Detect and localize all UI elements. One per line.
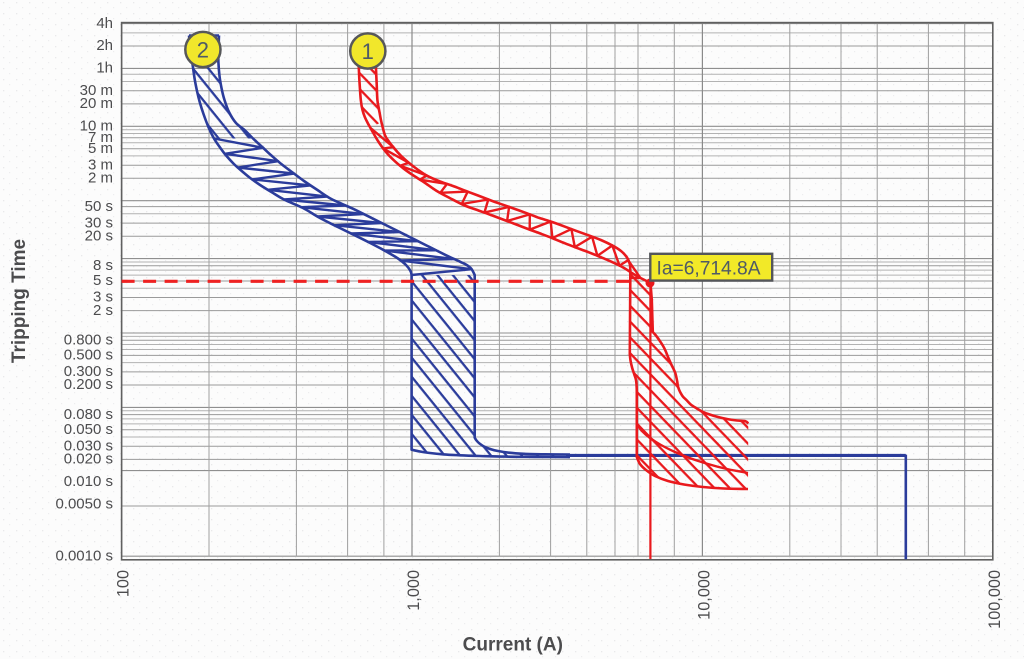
svg-text:100,000: 100,000 [986, 570, 1004, 629]
svg-text:Tripping Time: Tripping Time [9, 239, 30, 363]
svg-text:0.030 s: 0.030 s [64, 438, 113, 455]
svg-text:0.050 s: 0.050 s [64, 421, 113, 438]
svg-text:10 m: 10 m [80, 118, 113, 135]
svg-text:0.0050 s: 0.0050 s [55, 495, 113, 512]
svg-text:3 m: 3 m [88, 156, 113, 173]
svg-text:0.020 s: 0.020 s [64, 451, 113, 468]
svg-text:4h: 4h [96, 15, 113, 32]
svg-text:10,000: 10,000 [695, 570, 713, 620]
svg-text:Current (A): Current (A) [463, 635, 563, 656]
svg-text:50 s: 50 s [85, 198, 113, 215]
svg-text:2 m: 2 m [88, 170, 113, 187]
svg-text:20 s: 20 s [85, 227, 113, 244]
svg-text:1h: 1h [96, 60, 113, 77]
svg-text:1,000: 1,000 [405, 570, 423, 611]
svg-text:0.500 s: 0.500 s [64, 347, 113, 364]
svg-text:2: 2 [197, 38, 209, 63]
svg-text:2 s: 2 s [93, 302, 113, 319]
svg-text:8 s: 8 s [93, 257, 113, 274]
svg-text:3 s: 3 s [93, 289, 113, 306]
svg-text:0.010 s: 0.010 s [64, 473, 113, 490]
svg-text:20 m: 20 m [80, 95, 113, 112]
svg-text:0.0010 s: 0.0010 s [55, 547, 113, 564]
svg-text:0.800 s: 0.800 s [64, 331, 113, 348]
svg-text:7 m: 7 m [88, 129, 113, 146]
svg-text:1: 1 [362, 39, 374, 64]
svg-text:5 s: 5 s [93, 272, 113, 289]
svg-text:0.200 s: 0.200 s [64, 376, 113, 393]
svg-text:100: 100 [115, 570, 133, 597]
svg-text:Ia=6,714.8A: Ia=6,714.8A [657, 259, 761, 280]
svg-text:0.080 s: 0.080 s [64, 406, 113, 423]
svg-text:5 m: 5 m [88, 140, 113, 157]
svg-text:0.300 s: 0.300 s [64, 363, 113, 380]
svg-text:2h: 2h [96, 37, 113, 54]
svg-text:30 m: 30 m [80, 82, 113, 99]
svg-text:30 s: 30 s [85, 214, 113, 231]
